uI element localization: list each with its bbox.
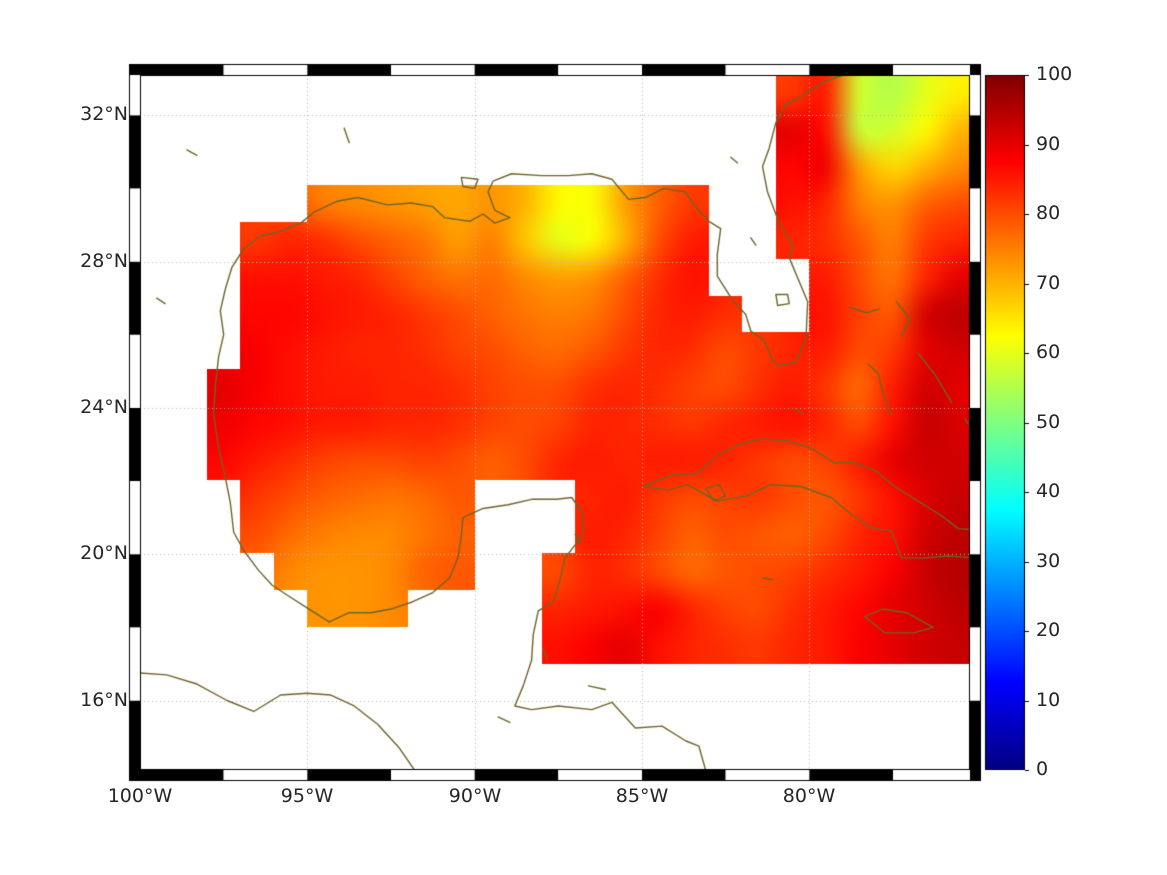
- colorbar-tick-label: 0: [1036, 758, 1049, 780]
- lat-tick-label: 32°N: [80, 103, 128, 125]
- lon-tick-label: 100°W: [107, 785, 173, 807]
- lon-tick-label: 95°W: [280, 785, 334, 807]
- colorbar-tick-label: 30: [1036, 550, 1061, 572]
- colorbar-tick-label: 50: [1036, 411, 1061, 433]
- colorbar-tick-label: 80: [1036, 202, 1061, 224]
- lon-tick-label: 85°W: [615, 785, 669, 807]
- lat-tick-label: 20°N: [80, 542, 128, 564]
- lat-tick-label: 28°N: [80, 250, 128, 272]
- lat-tick-label: 16°N: [80, 689, 128, 711]
- colorbar-tick-label: 10: [1036, 689, 1061, 711]
- lon-tick-label: 80°W: [782, 785, 836, 807]
- colorbar-tick-label: 40: [1036, 480, 1061, 502]
- colorbar-tick-label: 100: [1036, 63, 1073, 85]
- lat-tick-label: 24°N: [80, 396, 128, 418]
- colorbar-tick-label: 90: [1036, 133, 1061, 155]
- colorbar-tick-label: 20: [1036, 619, 1061, 641]
- colorbar-tick-label: 70: [1036, 272, 1061, 294]
- lon-tick-label: 90°W: [448, 785, 502, 807]
- colorbar-tick-label: 60: [1036, 341, 1061, 363]
